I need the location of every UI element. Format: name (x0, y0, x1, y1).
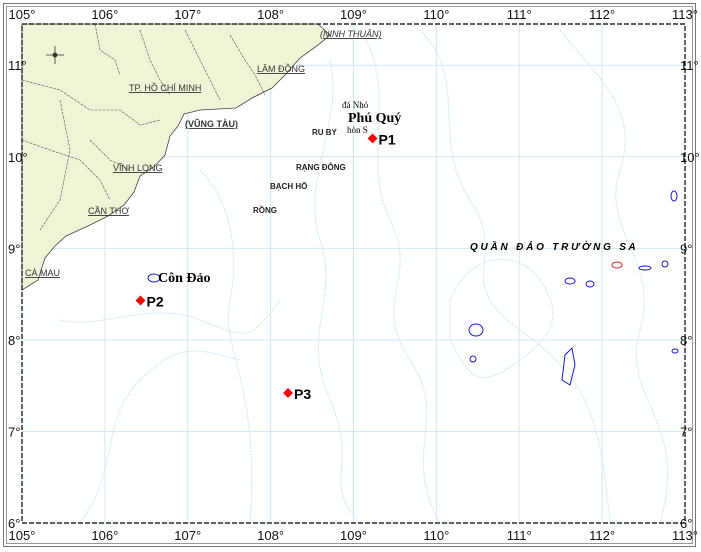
lat-tick-label: 8° (680, 333, 692, 348)
label-phu-quy: Phú Quý (348, 111, 401, 126)
point-marker-p3[interactable] (283, 388, 293, 398)
lat-tick-label: 7° (8, 424, 20, 439)
point-marker-p1[interactable] (367, 133, 378, 144)
lat-tick-label: 9° (8, 241, 20, 256)
islands (147, 190, 679, 386)
point-label-p3: P3 (294, 386, 311, 402)
label-con-dao: Côn Đảo (158, 271, 211, 286)
label-ninh-thuan: (NINH THUẬN) (320, 29, 382, 39)
lon-tick-label: 111° (507, 7, 532, 22)
sample-points: P1 P2 P3 (135, 131, 396, 402)
map-border-outer (3, 3, 696, 547)
bathymetry-contours (59, 29, 669, 524)
axis-labels: 105° 105° 106° 106° 107° 107° 108° 108° 109° 109°… (8, 7, 700, 543)
province-boundaries (21, 23, 266, 231)
lon-tick-label: 109° (340, 528, 367, 543)
lon-tick-label: 106° (91, 528, 118, 543)
label-vinh-long: VĨNH LONG (113, 163, 163, 173)
lon-tick-label: 106° (91, 7, 118, 22)
lat-tick-label: 11° (680, 58, 699, 73)
field-rang-dong: RẠNG ĐÔNG (296, 163, 346, 172)
lon-tick-label: 111° (507, 528, 532, 543)
label-truong-sa: Q U Ầ N Đ Ả O T R Ư Ờ N G S A (470, 240, 636, 253)
lon-tick-label: 108° (257, 528, 284, 543)
field-rong: RỒNG (253, 205, 277, 215)
lon-tick-label: 113° (672, 7, 698, 22)
lon-tick-label: 108° (257, 7, 284, 22)
point-marker-p2[interactable] (135, 295, 146, 306)
field-ruby: RU BY (312, 128, 338, 137)
map-frame (21, 23, 686, 524)
lat-tick-label: 10° (680, 150, 700, 165)
lon-tick-label: 110° (423, 528, 449, 543)
label-da-nho: đá Nhỏ (342, 100, 369, 110)
point-label-p1: P1 (379, 131, 396, 147)
lon-tick-label: 109° (340, 7, 367, 22)
label-hon-s: hòn S (347, 125, 368, 135)
lon-tick-label: 105° (9, 528, 36, 543)
lat-tick-label: 7° (680, 424, 692, 439)
lon-tick-label: 107° (174, 528, 201, 543)
point-label-p2: P2 (147, 294, 164, 310)
label-lam-dong: LÂM ĐỒNG (257, 63, 305, 74)
map-border-inner (6, 6, 693, 544)
label-ca-mau: CÀ MAU (25, 268, 60, 278)
lat-tick-label: 6° (8, 516, 20, 531)
mainland-land (21, 23, 331, 291)
lon-tick-label: 113° (672, 528, 698, 543)
lon-tick-label: 107° (174, 7, 201, 22)
lat-tick-label: 10° (8, 150, 28, 165)
label-can-tho: CẦN THƠ (88, 206, 129, 216)
label-hcm: TP. HỒ CHÍ MINH (129, 82, 201, 93)
compass-rose (46, 46, 64, 64)
lat-tick-label: 6° (680, 516, 692, 531)
lon-tick-label: 112° (589, 528, 615, 543)
lat-tick-label: 9° (680, 241, 692, 256)
lon-tick-label: 112° (589, 7, 615, 22)
lon-tick-label: 105° (9, 7, 36, 22)
label-vung-tau: (VŨNG TÀU) (185, 119, 238, 129)
lat-tick-label: 11° (8, 58, 27, 73)
lon-tick-label: 110° (423, 7, 449, 22)
lat-tick-label: 8° (8, 333, 20, 348)
field-bach-ho: BẠCH HỔ (270, 182, 307, 191)
